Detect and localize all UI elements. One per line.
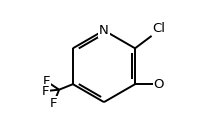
Text: O: O: [154, 78, 164, 91]
Text: F: F: [50, 97, 57, 110]
Text: F: F: [43, 75, 50, 88]
Text: N: N: [99, 24, 109, 37]
Text: F: F: [42, 85, 49, 98]
Text: Cl: Cl: [152, 22, 165, 35]
